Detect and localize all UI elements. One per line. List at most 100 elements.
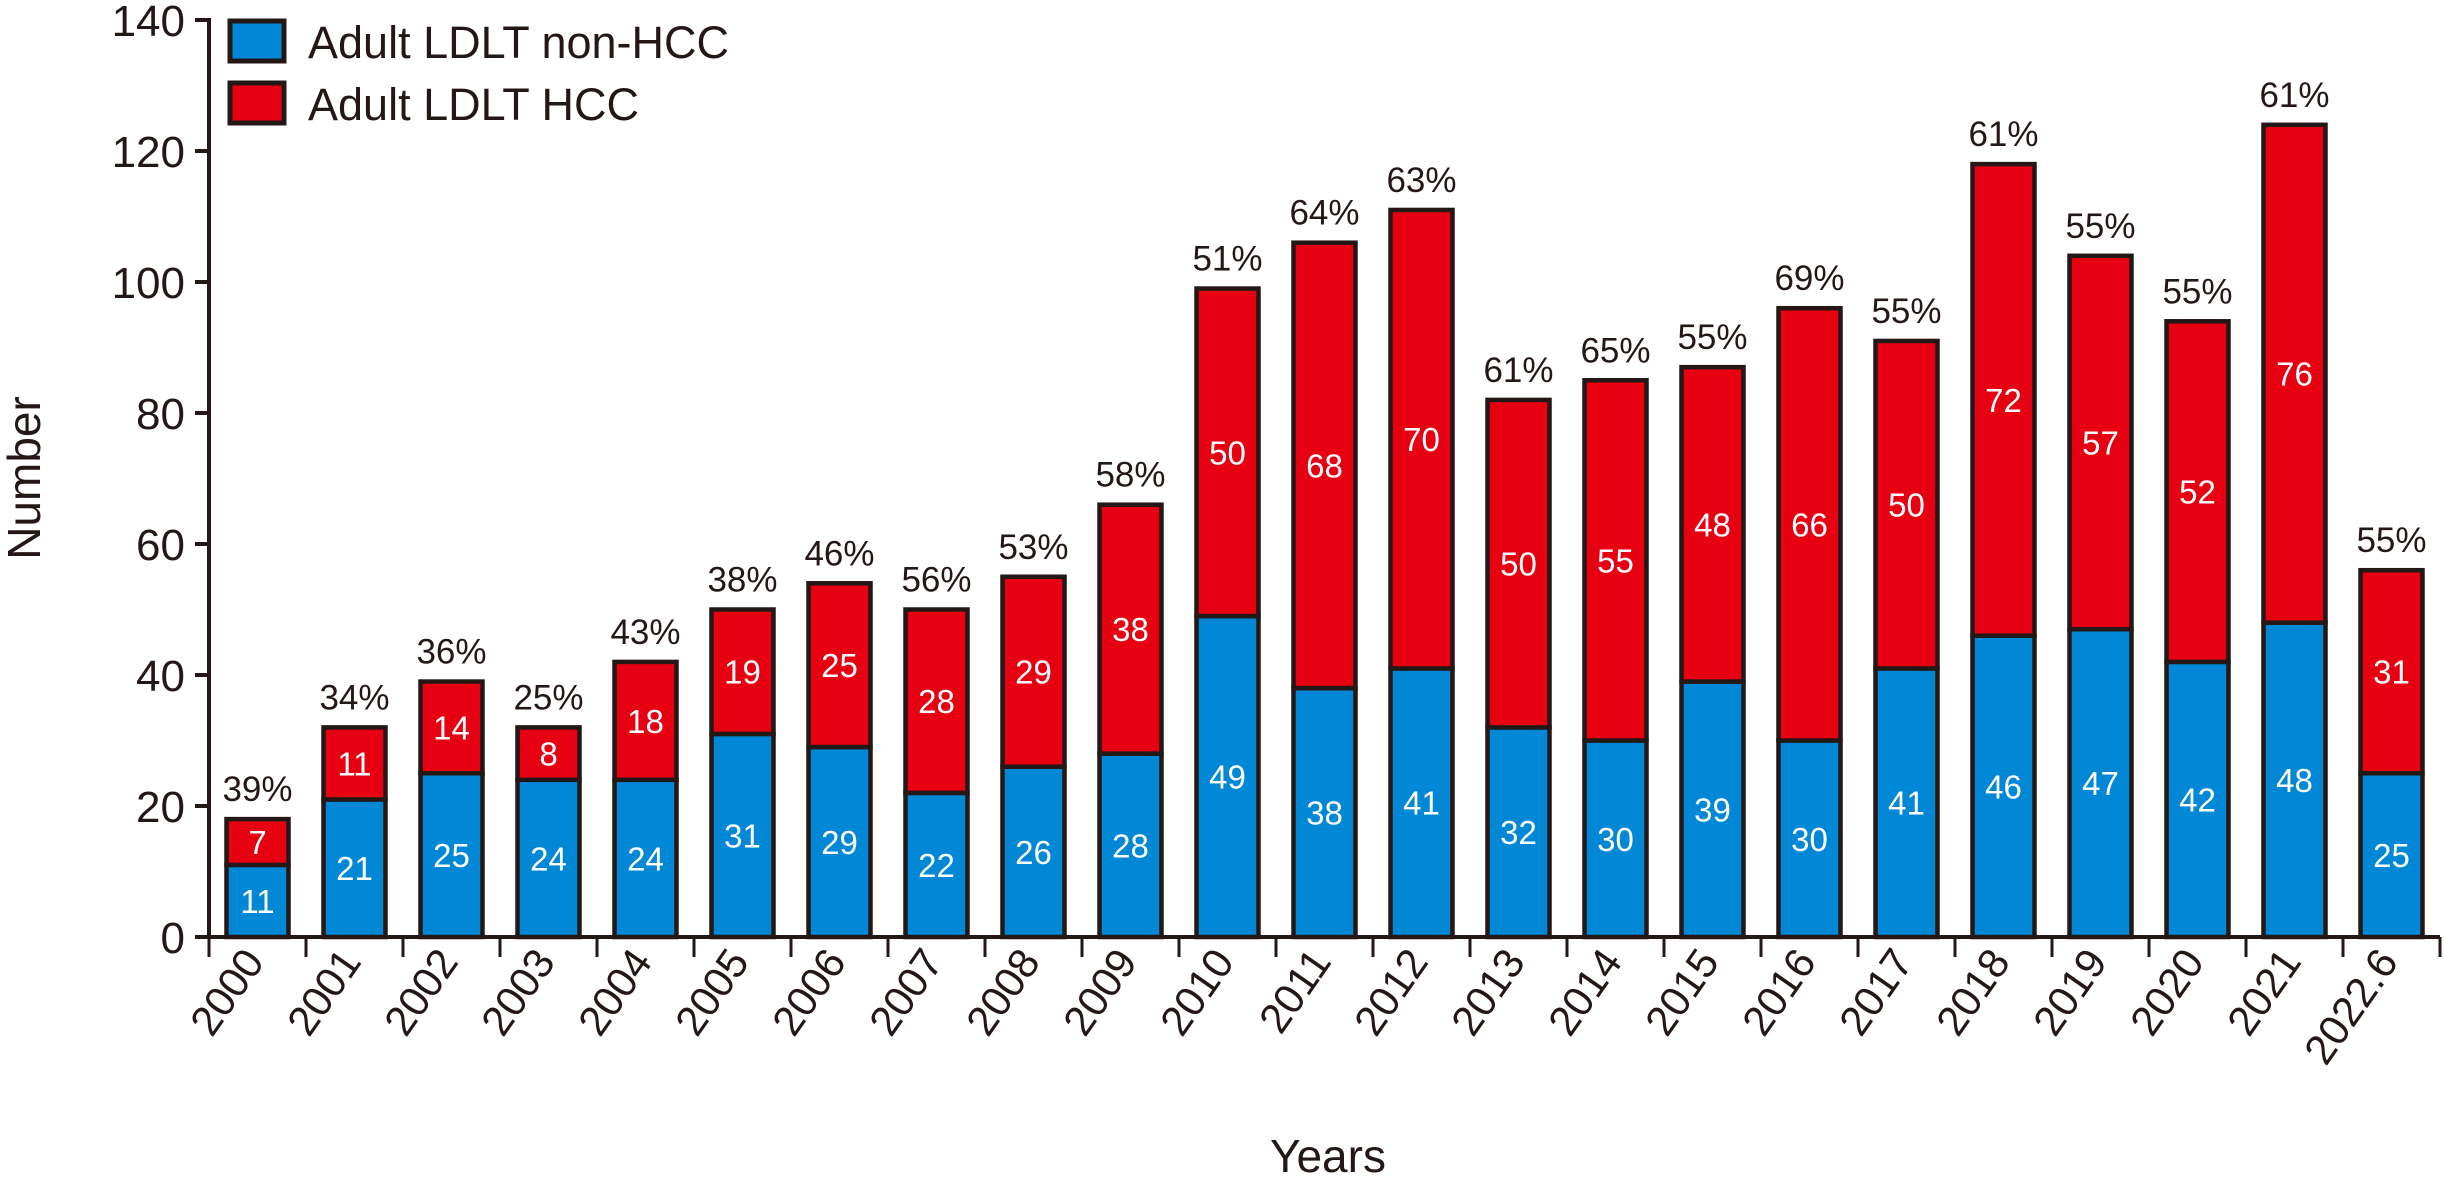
value-label-non-hcc: 41 — [1888, 785, 1925, 822]
percent-label: 25% — [513, 678, 583, 717]
percent-label: 65% — [1580, 331, 1650, 370]
legend-swatch-hcc — [227, 80, 287, 126]
y-axis-title: Number — [0, 396, 50, 560]
percent-label: 53% — [998, 528, 1068, 567]
axes-group — [195, 18, 2442, 957]
value-label-non-hcc: 47 — [2082, 765, 2119, 802]
bar-segment-non-hcc — [1582, 738, 1649, 940]
x-tick-label: 2009 — [1054, 940, 1146, 1043]
y-tick-label: 80 — [136, 390, 185, 439]
percent-label: 61% — [2259, 76, 2329, 115]
x-tick-label: 2016 — [1733, 940, 1825, 1043]
x-tick-label: 2019 — [2024, 940, 2116, 1043]
bar-segment-hcc — [2358, 567, 2425, 776]
bar-segment-hcc — [903, 607, 970, 796]
legend-swatch-non-hcc — [227, 18, 287, 64]
bar-segment-non-hcc — [709, 731, 776, 940]
value-label-hcc: 68 — [1306, 447, 1343, 484]
y-tick-label: 20 — [136, 783, 185, 832]
x-tick-label: 2002 — [375, 940, 467, 1043]
value-label-non-hcc: 30 — [1791, 821, 1828, 858]
value-label-non-hcc: 49 — [1209, 759, 1246, 796]
x-tick-label: 2021 — [2218, 940, 2310, 1043]
y-tick-label: 60 — [136, 521, 185, 570]
value-label-hcc: 18 — [627, 703, 664, 740]
value-label-hcc: 52 — [2179, 474, 2216, 511]
value-label-non-hcc: 26 — [1015, 834, 1052, 871]
percent-label: 58% — [1095, 456, 1165, 495]
percent-label: 61% — [1968, 115, 2038, 154]
x-tick-label: 2000 — [181, 940, 273, 1043]
value-label-hcc: 70 — [1403, 421, 1440, 458]
value-label-non-hcc: 22 — [918, 847, 955, 884]
value-label-non-hcc: 42 — [2179, 781, 2216, 818]
percent-label: 56% — [901, 561, 971, 600]
value-label-hcc: 72 — [1985, 382, 2022, 419]
percent-label: 43% — [610, 613, 680, 652]
value-label-hcc: 31 — [2373, 654, 2410, 691]
legend-label-hcc: Adult LDLT HCC — [308, 79, 639, 130]
value-label-non-hcc: 31 — [724, 817, 761, 854]
value-label-hcc: 38 — [1112, 611, 1149, 648]
value-label-non-hcc: 30 — [1597, 821, 1634, 858]
value-label-non-hcc: 38 — [1306, 795, 1343, 832]
percent-label: 38% — [707, 561, 777, 600]
bar-segment-hcc — [612, 659, 679, 783]
bar-segment-non-hcc — [1485, 725, 1552, 940]
value-label-non-hcc: 48 — [2276, 762, 2313, 799]
value-label-non-hcc: 11 — [240, 883, 274, 920]
percent-label: 69% — [1774, 259, 1844, 298]
bar-segment-hcc — [1679, 364, 1746, 684]
x-tick-label: 2006 — [763, 940, 855, 1043]
bars-group — [224, 122, 2425, 940]
value-label-hcc: 19 — [724, 654, 761, 691]
percent-label: 64% — [1289, 194, 1359, 233]
value-label-non-hcc: 28 — [1112, 827, 1149, 864]
bar-segment-hcc — [806, 581, 873, 750]
value-label-hcc: 7 — [248, 824, 266, 861]
percent-label: 55% — [1677, 318, 1747, 357]
bar-segment-hcc — [1776, 305, 1843, 743]
bar-segment-hcc — [1194, 286, 1261, 619]
bar-segment-non-hcc — [1097, 751, 1164, 940]
bar-segment-hcc — [1970, 161, 2037, 638]
x-tick-label: 2008 — [957, 940, 1049, 1043]
percent-label: 46% — [804, 534, 874, 573]
bar-segment-hcc — [515, 725, 582, 783]
value-label-non-hcc: 25 — [2373, 837, 2410, 874]
x-tick-label: 2017 — [1830, 940, 1922, 1043]
x-tick-label: 2014 — [1539, 940, 1631, 1043]
legend: Adult LDLT non-HCC Adult LDLT HCC — [227, 17, 729, 130]
bar-segment-non-hcc — [1000, 764, 1067, 940]
x-tick-label: 2010 — [1151, 940, 1243, 1043]
legend-label-non-hcc: Adult LDLT non-HCC — [308, 17, 729, 68]
x-tick-label: 2022.6 — [2295, 940, 2407, 1072]
bar-segment-hcc — [1582, 378, 1649, 743]
percent-label: 34% — [319, 678, 389, 717]
percent-label: 61% — [1483, 351, 1553, 390]
value-label-hcc: 48 — [1694, 506, 1731, 543]
bar-segment-hcc — [2261, 122, 2328, 625]
x-tick-label: 2003 — [472, 940, 564, 1043]
bar-segment-hcc — [1485, 397, 1552, 730]
bar-segment-non-hcc — [2358, 771, 2425, 940]
value-label-non-hcc: 24 — [530, 840, 567, 877]
y-tick-label: 100 — [112, 259, 185, 308]
value-label-non-hcc: 21 — [336, 850, 373, 887]
value-label-non-hcc: 41 — [1403, 785, 1440, 822]
bar-segment-hcc — [224, 816, 291, 868]
value-label-hcc: 50 — [1888, 487, 1925, 524]
bar-segment-hcc — [1873, 338, 1940, 671]
x-axis-title: Years — [1270, 1130, 1386, 1178]
x-tick-label: 2007 — [860, 940, 952, 1043]
x-tick-label: 2020 — [2121, 940, 2213, 1043]
x-tick-label: 2015 — [1636, 940, 1728, 1043]
x-tick-label: 2004 — [569, 940, 661, 1043]
bar-segment-hcc — [2067, 253, 2134, 632]
value-label-non-hcc: 29 — [821, 824, 858, 861]
value-label-hcc: 28 — [918, 683, 955, 720]
value-label-hcc: 8 — [539, 736, 557, 773]
value-label-hcc: 66 — [1791, 506, 1828, 543]
value-label-non-hcc: 39 — [1694, 791, 1731, 828]
